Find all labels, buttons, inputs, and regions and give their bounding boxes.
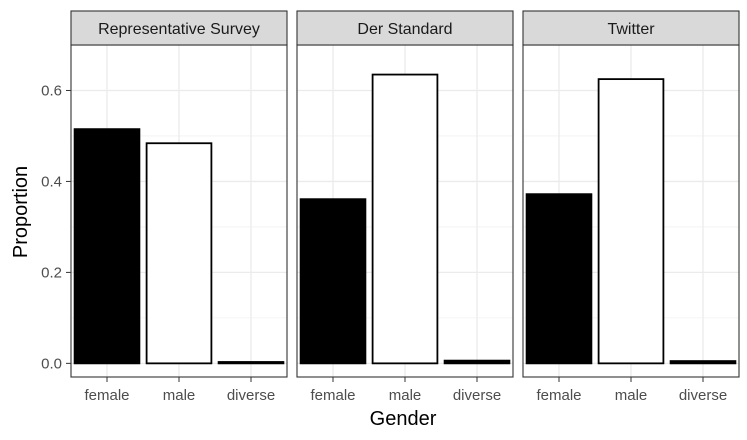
panel-der-standard: Der Standard female male diverse (296, 10, 514, 404)
x-tick-label: diverse (679, 387, 727, 404)
x-tick-label: male (615, 387, 648, 404)
facet-strip (70, 10, 288, 46)
facet-strip-label: Der Standard (357, 21, 452, 38)
y-tick-label: 0.6 (41, 82, 62, 99)
x-tick-label: diverse (227, 387, 275, 404)
facet-strip (522, 10, 740, 46)
y-axis-title: Proportion (10, 166, 32, 258)
panel-representative-survey: Representative Survey female male diverse (70, 10, 288, 404)
bar-der-standard-male (371, 73, 439, 365)
y-tick-label: 0.2 (41, 264, 62, 281)
bar-der-standard-diverse (443, 359, 511, 365)
x-tick-label: male (389, 387, 422, 404)
bar-representative-survey-diverse (217, 361, 285, 365)
bar-twitter-female (525, 193, 593, 365)
x-axis-title: Gender (370, 408, 437, 430)
x-tick-label: female (536, 387, 581, 404)
panel-twitter: Twitter female male diverse (522, 10, 740, 404)
facet-strip-label: Twitter (607, 21, 655, 38)
y-tick-label: 0.0 (41, 355, 62, 372)
y-axis: 0.0 0.2 0.4 0.6 (41, 82, 71, 372)
bar-twitter-male (597, 78, 665, 365)
x-tick-label: diverse (453, 387, 501, 404)
bar-der-standard-female (299, 198, 367, 365)
x-tick-label: female (310, 387, 355, 404)
y-tick-label: 0.4 (41, 173, 62, 190)
bar-representative-survey-female (73, 128, 141, 365)
facet-strip-label: Representative Survey (98, 21, 260, 38)
x-tick-label: male (163, 387, 196, 404)
facet-strip (296, 10, 514, 46)
bar-twitter-diverse (669, 360, 737, 365)
bar-representative-survey-male (145, 142, 213, 365)
x-tick-label: female (84, 387, 129, 404)
